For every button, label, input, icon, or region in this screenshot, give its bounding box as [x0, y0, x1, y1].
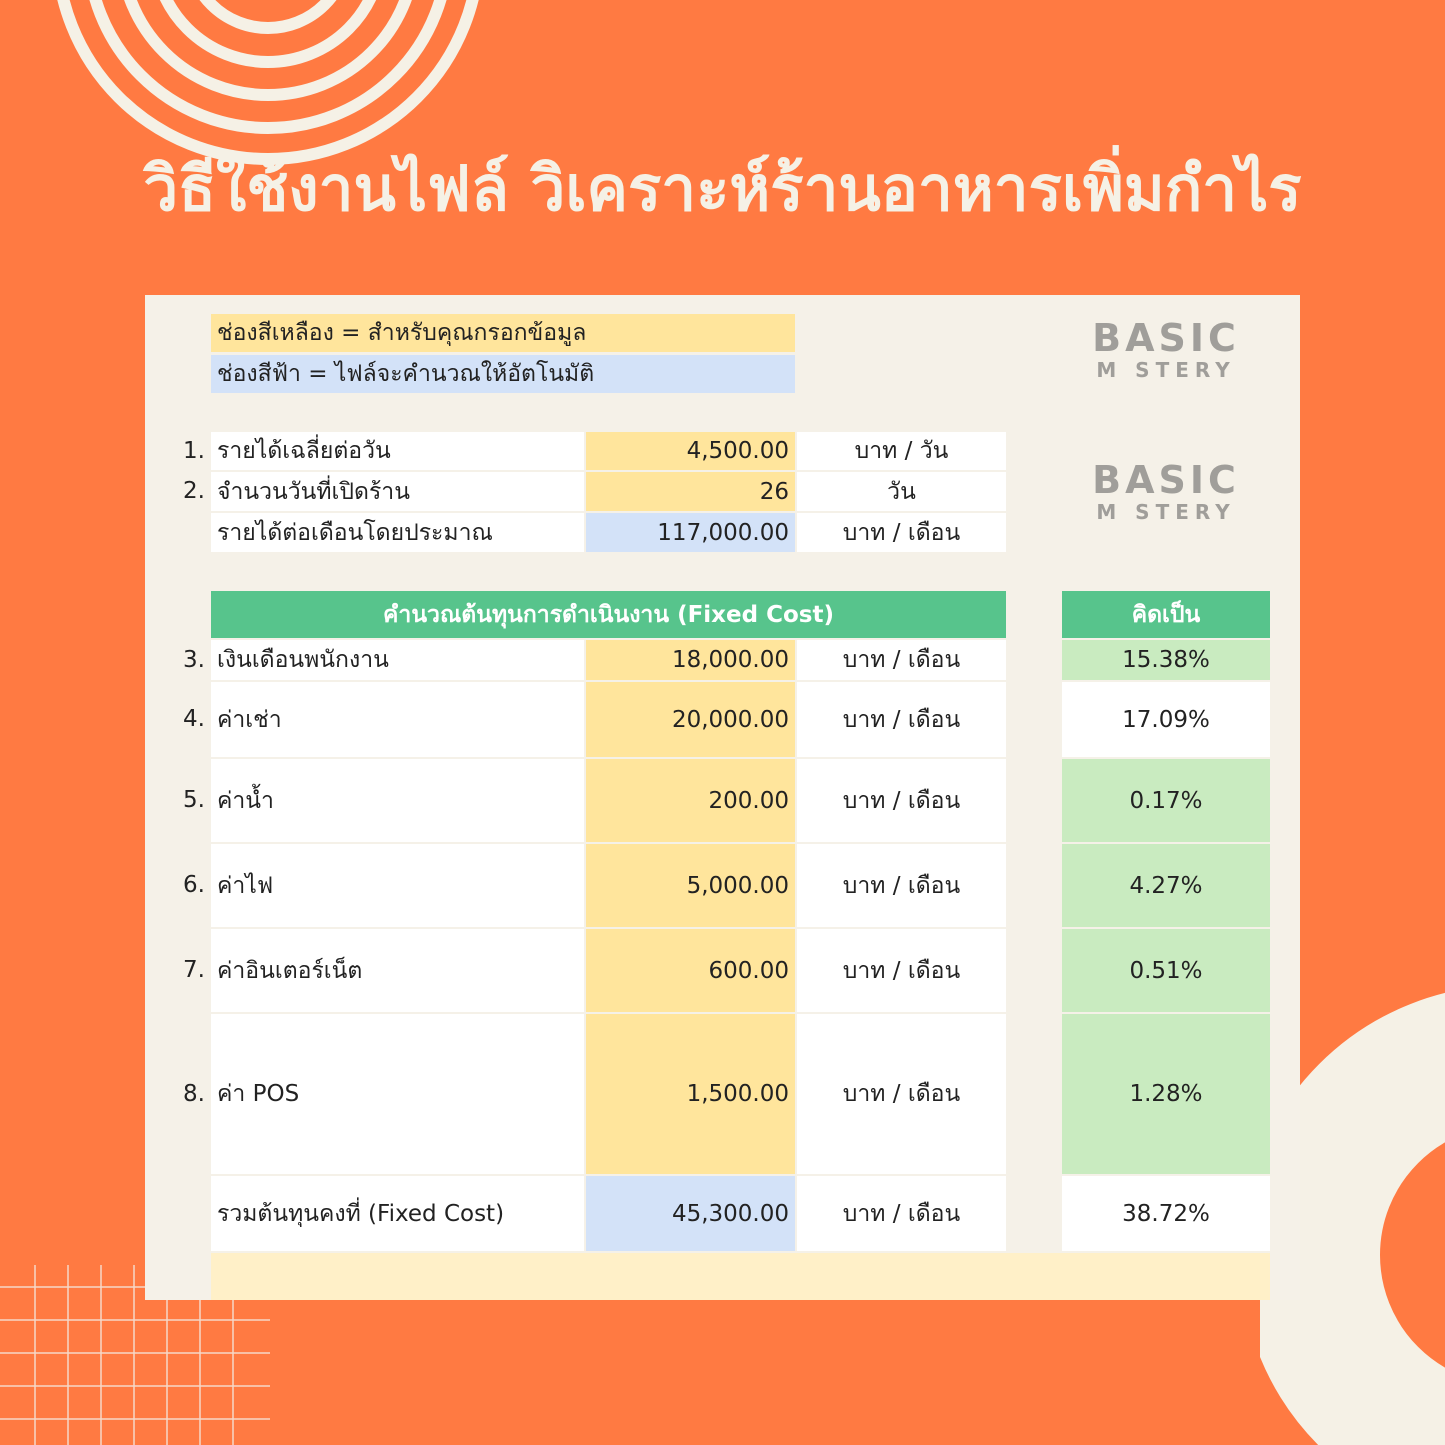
watermark-logo: BASIC M STERY	[1092, 316, 1240, 382]
row-value[interactable]: 26	[586, 472, 795, 511]
row-unit: บาท / เดือน	[797, 1014, 1006, 1174]
row-number: 3.	[183, 647, 205, 673]
row-number: 5.	[183, 787, 205, 813]
row-unit: บาท / เดือน	[797, 844, 1006, 927]
row-number	[175, 1176, 205, 1251]
row-number: 4.	[183, 706, 205, 732]
row-unit: บาท / เดือน	[797, 682, 1006, 757]
row-percent: 17.09%	[1062, 682, 1270, 757]
row-label: รายได้เฉลี่ยต่อวัน	[211, 432, 584, 470]
row-label: จำนวนวันที่เปิดร้าน	[211, 472, 584, 511]
row-percent: 0.51%	[1062, 929, 1270, 1012]
row-value[interactable]: 20,000.00	[586, 682, 795, 757]
row-unit: วัน	[797, 472, 1006, 511]
row-value[interactable]: 200.00	[586, 759, 795, 842]
row-percent: 4.27%	[1062, 844, 1270, 927]
row-value[interactable]: 4,500.00	[586, 432, 795, 470]
row-label: ค่าเช่า	[211, 682, 584, 757]
row-unit: บาท / เดือน	[797, 1176, 1006, 1251]
row-number	[175, 513, 205, 552]
legend-blue: ช่องสีฟ้า = ไฟล์จะคำนวณให้อัตโนมัติ	[211, 355, 795, 393]
row-value[interactable]: 600.00	[586, 929, 795, 1012]
watermark-logo: BASIC M STERY	[1092, 458, 1240, 524]
row-unit: บาท / เดือน	[797, 640, 1006, 680]
row-percent: 15.38%	[1062, 640, 1270, 680]
row-label: ค่าอินเตอร์เน็ต	[211, 929, 584, 1012]
row-value: 117,000.00	[586, 513, 795, 552]
row-percent: 38.72%	[1062, 1176, 1270, 1251]
row-label: รายได้ต่อเดือนโดยประมาณ	[211, 513, 584, 552]
row-number: 1.	[183, 438, 205, 464]
row-unit: บาท / เดือน	[797, 759, 1006, 842]
row-unit: บาท / เดือน	[797, 513, 1006, 552]
row-label: รวมต้นทุนคงที่ (Fixed Cost)	[211, 1176, 584, 1251]
row-label: ค่า POS	[211, 1014, 584, 1174]
empty-row	[211, 1253, 1270, 1300]
row-value: 45,300.00	[586, 1176, 795, 1251]
row-value[interactable]: 18,000.00	[586, 640, 795, 680]
row-number: 2.	[183, 478, 205, 504]
row-percent: 1.28%	[1062, 1014, 1270, 1174]
row-percent: 0.17%	[1062, 759, 1270, 842]
page-title: วิธีใช้งานไฟล์ วิเคราะห์ร้านอาหารเพิ่มกำ…	[143, 152, 1302, 225]
row-unit: บาท / วัน	[797, 432, 1006, 470]
percent-header: คิดเป็น	[1062, 591, 1270, 638]
row-label: เงินเดือนพนักงาน	[211, 640, 584, 680]
row-number: 8.	[183, 1081, 205, 1107]
row-unit: บาท / เดือน	[797, 929, 1006, 1012]
row-number: 6.	[183, 872, 205, 898]
row-label: ค่าไฟ	[211, 844, 584, 927]
row-label: ค่าน้ำ	[211, 759, 584, 842]
row-number: 7.	[183, 957, 205, 983]
row-value[interactable]: 5,000.00	[586, 844, 795, 927]
cost-header: คำนวณต้นทุนการดำเนินงาน (Fixed Cost)	[211, 591, 1006, 638]
legend-yellow: ช่องสีเหลือง = สำหรับคุณกรอกข้อมูล	[211, 314, 795, 352]
ring-decoration	[1260, 993, 1445, 1445]
concentric-rings-decoration	[57, 0, 479, 165]
row-value[interactable]: 1,500.00	[586, 1014, 795, 1174]
